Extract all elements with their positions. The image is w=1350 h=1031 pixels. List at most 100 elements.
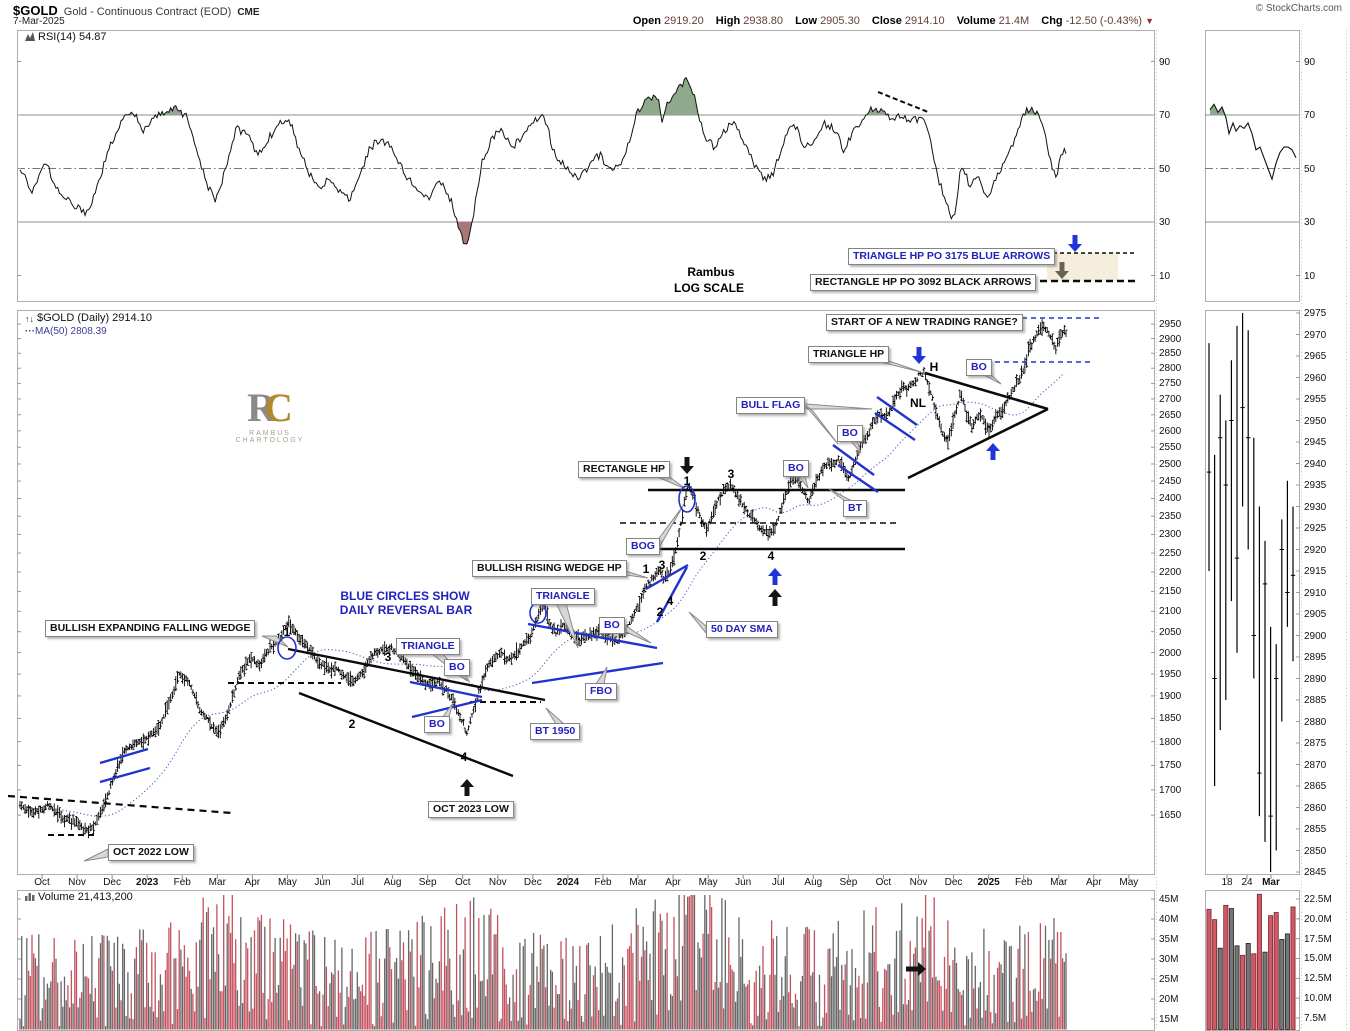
inset-price-ytick: 2875 [1304, 738, 1327, 749]
inset-rsi-plot [1205, 103, 1300, 223]
xaxis-label: Apr [244, 877, 261, 888]
watermark-logo: RC [247, 385, 293, 430]
inset-price-ytick: 2930 [1304, 501, 1327, 513]
xaxis-label: Feb [1015, 877, 1033, 888]
symbol-description: Gold - Continuous Contract (EOD) [63, 6, 232, 18]
inset-price-ytick: 2850 [1304, 845, 1327, 857]
open-value: 2919.20 [663, 15, 704, 27]
rsi-legend-text: RSI(14) 54.87 [38, 31, 107, 43]
price-ytick: 2900 [1159, 333, 1182, 345]
xaxis-label: Apr [1086, 877, 1102, 888]
xaxis-label: Feb [173, 877, 191, 888]
xaxis-label: Oct [875, 877, 892, 888]
inset-xaxis-label: 24 [1241, 877, 1253, 888]
xaxis-label: Nov [488, 877, 507, 888]
inset-rsi-panel [1205, 30, 1300, 302]
inset-price-ytick: 2860 [1304, 802, 1327, 814]
rambus-chartology-watermark: RC RAMBUS CHARTOLOGY [215, 385, 325, 445]
xaxis-label: Jun [735, 877, 752, 888]
inset-volume-ytick: 22.5M [1304, 894, 1332, 905]
inset-rsi-ytick: 10 [1304, 270, 1316, 282]
inset-price-ytick: 2870 [1304, 759, 1327, 771]
inset-price-ytick: 2940 [1304, 458, 1327, 470]
price-ytick: 1900 [1159, 690, 1182, 702]
xaxis-label: Mar [208, 877, 226, 888]
exchange: CME [237, 7, 260, 18]
updown-arrows-icon: ↑↓ [25, 314, 34, 324]
rsi-ytick: 70 [1159, 110, 1171, 121]
change-label: Chg [1041, 15, 1063, 27]
price-ytick: 2050 [1159, 626, 1182, 638]
inset-volume-ytick: 20.0M [1304, 913, 1332, 925]
price-ytick: 2200 [1159, 567, 1182, 579]
inset-volume-ytick: 17.5M [1304, 933, 1332, 945]
rsi-indicator-icon [25, 32, 35, 44]
close-label: Close [871, 15, 902, 27]
inset-rsi-ytick: 90 [1304, 56, 1316, 68]
inset-price-ytick: 2900 [1304, 630, 1327, 642]
price-ytick: 2350 [1159, 511, 1182, 523]
price-ytick: 2000 [1159, 647, 1182, 659]
xaxis-label: 2024 [556, 877, 580, 888]
inset-price-plot [1206, 313, 1296, 872]
xaxis-label: Aug [804, 877, 823, 888]
high-value: 2938.80 [743, 15, 783, 27]
xaxis-label: Nov [68, 877, 86, 888]
volume-ytick: 20M [1159, 994, 1179, 1005]
rsi-ytick: 30 [1159, 217, 1171, 228]
xaxis-label: Nov [909, 877, 928, 888]
watermark-subtext: RAMBUS CHARTOLOGY [235, 430, 305, 444]
price-ytick: 1850 [1159, 713, 1182, 725]
inset-volume-ytick: 7.5M [1304, 1012, 1327, 1024]
xaxis-label: May [277, 877, 297, 888]
quote-bar: Open 2919.20 High 2938.80 Low 2905.30 Close… [633, 15, 1154, 27]
xaxis-label: Jun [314, 877, 331, 888]
inset-rsi-ytick: 50 [1304, 163, 1316, 175]
inset-price-ytick: 2890 [1304, 673, 1327, 685]
xaxis-label: Dec [523, 877, 542, 888]
inset-price-ytick: 2970 [1304, 329, 1327, 341]
xaxis-label: Dec [944, 877, 963, 888]
copyright: © StockCharts.com [1255, 3, 1342, 14]
inset-price-ytick: 2895 [1304, 652, 1327, 663]
volume-ytick: 30M [1159, 954, 1179, 965]
price-ytick: 1700 [1159, 784, 1182, 796]
inset-volume-plot [1206, 893, 1296, 1030]
symbol: $GOLD [13, 3, 58, 18]
ma-legend-text: MA(50) 2808.39 [35, 326, 107, 337]
inset-price-ytick: 2915 [1304, 566, 1327, 577]
volume-ytick: 25M [1159, 974, 1179, 985]
price-ytick: 2500 [1159, 458, 1182, 470]
inset-price-ytick: 2935 [1304, 480, 1327, 491]
inset-price-ytick: 2975 [1304, 308, 1327, 319]
volume-plot [19, 895, 1067, 1030]
xaxis-label: Mar [629, 877, 647, 888]
rsi-ytick: 10 [1159, 270, 1171, 282]
open-label: Open [632, 15, 661, 27]
price-ytick: 1800 [1159, 736, 1182, 748]
xaxis-label: Jul [351, 877, 364, 888]
volume-value: 21.4M [998, 15, 1030, 27]
price-ytick: 2800 [1159, 363, 1182, 375]
price-ytick: 1650 [1159, 810, 1182, 822]
inset-price-ytick: 2920 [1304, 544, 1327, 556]
xaxis-label: Apr [665, 877, 681, 888]
inset-price-ytick: 2855 [1304, 824, 1327, 835]
price-ytick: 2450 [1159, 476, 1182, 488]
price-ytick: 2950 [1159, 319, 1182, 331]
close-value: 2914.10 [904, 15, 945, 27]
low-value: 2905.30 [820, 15, 860, 27]
price-ytick: 2550 [1159, 442, 1182, 454]
xaxis-label: Mar [1050, 877, 1068, 888]
chart-title: $GOLD Gold - Continuous Contract (EOD) CME [13, 2, 260, 20]
price-plot [18, 319, 1068, 839]
inset-volume-ytick: 10.0M [1304, 993, 1332, 1005]
volume-legend-text: Volume 21,413,200 [38, 891, 133, 903]
xaxis-label: May [698, 877, 718, 888]
inset-price-ytick: 2960 [1304, 372, 1327, 384]
price-ytick: 2700 [1159, 393, 1182, 405]
inset-price-ytick: 2955 [1304, 394, 1327, 405]
price-ytick: 2150 [1159, 586, 1182, 598]
price-ytick: 1750 [1159, 760, 1182, 772]
xaxis-label: Jul [771, 877, 785, 888]
